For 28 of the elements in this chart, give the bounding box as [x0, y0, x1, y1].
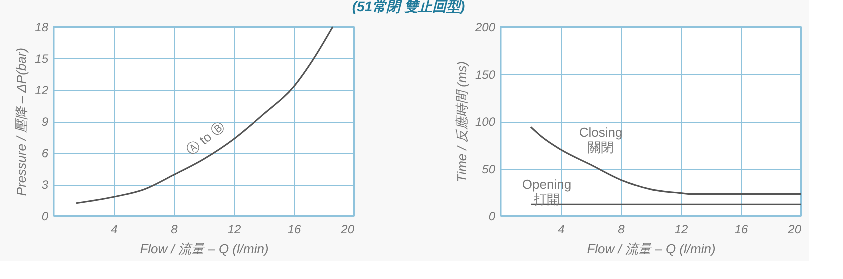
x-tick-label: 20 [340, 222, 355, 236]
y-tick-label: 150 [475, 68, 496, 82]
x-tick-label: 16 [288, 222, 302, 236]
y-tick-label: 100 [475, 115, 496, 129]
y-tick-label: 50 [482, 162, 496, 176]
x-tick-label: 8 [171, 222, 178, 236]
y-axis-title: Time / 反應時間 (ms) [454, 61, 470, 183]
x-tick-label: 4 [111, 222, 118, 236]
y-tick-label: 0 [488, 210, 496, 224]
x-tick-label: 12 [674, 222, 688, 236]
x-axis-title: Flow / 流量 – Q (l/min) [140, 242, 269, 256]
x-axis-title: Flow / 流量 – Q (l/min) [587, 242, 716, 256]
y-tick-label: 12 [35, 84, 49, 98]
y-tick-label: 0 [42, 210, 49, 224]
y-tick-label: 18 [35, 20, 49, 34]
y-tick-label: 9 [42, 115, 49, 129]
x-tick-label: 8 [618, 222, 626, 236]
x-tick-label: 4 [558, 222, 566, 236]
y-axis-title: Pressure / 壓降 – ΔP(bar) [14, 48, 30, 196]
annotation: Ⓐ to Ⓑ [184, 119, 228, 158]
line-series [76, 26, 334, 204]
x-tick-label: 16 [734, 222, 748, 236]
x-tick-label: 20 [787, 222, 802, 236]
y-tick-label: 15 [35, 52, 49, 66]
y-tick-label: 6 [42, 146, 49, 160]
x-tick-label: 12 [228, 222, 242, 236]
y-tick-label: 200 [474, 20, 496, 34]
y-tick-label: 3 [42, 178, 49, 192]
